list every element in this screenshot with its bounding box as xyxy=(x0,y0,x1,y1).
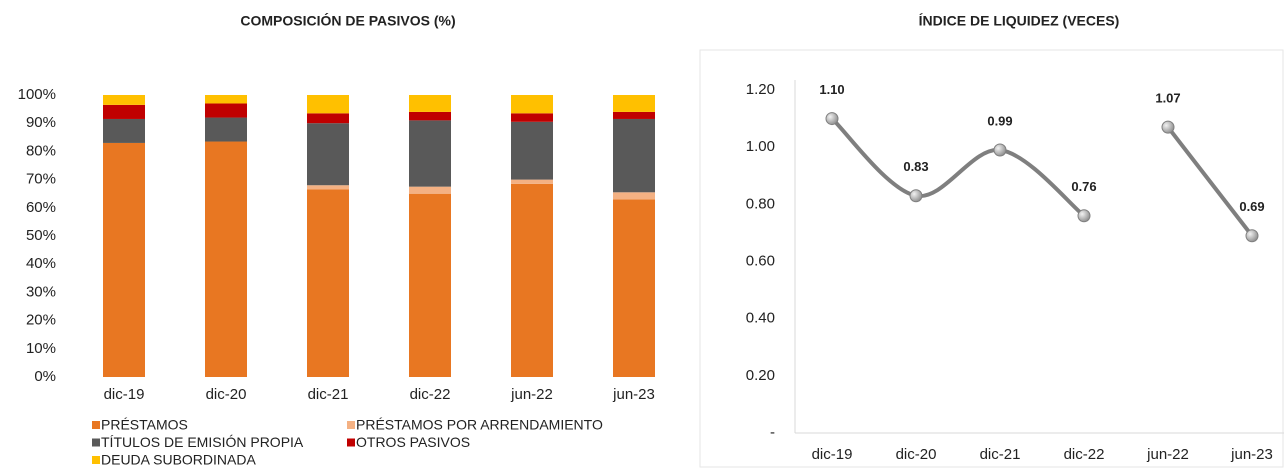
x-tick-label: dic-20 xyxy=(896,446,937,463)
data-label: 1.07 xyxy=(1155,91,1180,106)
bar-segment xyxy=(511,183,553,377)
bar-segment xyxy=(613,111,655,119)
legend-swatch xyxy=(92,456,100,464)
y-tick-label: 40% xyxy=(26,255,56,272)
y-tick-label: - xyxy=(770,424,775,441)
bar-segment xyxy=(409,186,451,194)
marker xyxy=(993,143,1007,157)
data-label: 0.99 xyxy=(987,113,1012,128)
legend-label: OTROS PASIVOS xyxy=(356,434,470,450)
line xyxy=(830,116,1086,218)
y-tick-label: 50% xyxy=(26,227,56,244)
legend-label: DEUDA SUBORDINADA xyxy=(101,452,256,468)
y-tick-label: 80% xyxy=(26,142,56,159)
x-tick-label: dic-21 xyxy=(308,386,349,403)
bar-segment xyxy=(205,117,247,142)
y-tick-label: 0.60 xyxy=(746,252,775,269)
bar-segment xyxy=(511,121,553,180)
bar-segment xyxy=(511,113,553,122)
bar-segment xyxy=(613,95,655,112)
data-label: 1.10 xyxy=(819,82,844,97)
bar-segment xyxy=(409,95,451,112)
bar-segment xyxy=(409,111,451,121)
marker xyxy=(825,112,839,126)
bar-segment xyxy=(307,95,349,114)
bar-segment xyxy=(511,95,553,114)
y-tick-label: 1.00 xyxy=(746,138,775,155)
line xyxy=(1166,125,1254,238)
bar-segment xyxy=(409,193,451,377)
data-label: 0.69 xyxy=(1239,199,1264,214)
marker xyxy=(909,189,923,203)
x-tick-label: dic-20 xyxy=(206,386,247,403)
x-tick-label: dic-21 xyxy=(980,446,1021,463)
y-tick-label: 100% xyxy=(18,86,56,103)
legend-swatch xyxy=(347,421,355,429)
y-tick-label: 0% xyxy=(34,368,56,385)
y-tick-label: 20% xyxy=(26,312,56,329)
y-tick-label: 60% xyxy=(26,199,56,216)
bar-segment xyxy=(409,120,451,187)
chart-title: ÍNDICE DE LIQUIDEZ (VECES) xyxy=(919,13,1120,29)
y-tick-label: 0.20 xyxy=(746,367,775,384)
legend-swatch xyxy=(347,438,355,447)
y-tick-label: 1.20 xyxy=(746,81,775,98)
bar-segment xyxy=(103,95,145,105)
chart-frame xyxy=(699,49,1284,468)
legend-label: PRÉSTAMOS POR ARRENDAMIENTO xyxy=(356,417,603,433)
bar-segment xyxy=(307,123,349,186)
y-tick-label: 30% xyxy=(26,283,56,300)
x-tick-label: jun-23 xyxy=(1230,446,1273,463)
chart-title: COMPOSICIÓN DE PASIVOS (%) xyxy=(240,12,455,29)
marker xyxy=(1077,209,1091,223)
y-tick-label: 0.80 xyxy=(746,195,775,212)
legend-label: TÍTULOS DE EMISIÓN PROPIA xyxy=(101,434,304,450)
x-tick-label: dic-19 xyxy=(104,386,145,403)
y-tick-label: 90% xyxy=(26,114,56,131)
x-tick-label: jun-22 xyxy=(1146,446,1189,463)
bar-segment xyxy=(613,199,655,377)
x-tick-label: dic-22 xyxy=(1064,446,1105,463)
bar-segment xyxy=(307,113,349,124)
data-label: 0.83 xyxy=(903,159,928,174)
marker xyxy=(1161,120,1175,134)
y-tick-label: 10% xyxy=(26,340,56,357)
bar-segment xyxy=(307,185,349,190)
data-label: 0.76 xyxy=(1071,179,1096,194)
y-tick-label: 0.40 xyxy=(746,310,775,327)
legend-label: PRÉSTAMOS xyxy=(101,417,188,433)
bar-segment xyxy=(205,103,247,118)
bar-segment xyxy=(205,141,247,377)
legend-swatch xyxy=(92,438,100,447)
x-tick-label: jun-23 xyxy=(612,386,655,403)
bar-segment xyxy=(613,192,655,200)
x-tick-label: jun-22 xyxy=(510,386,553,403)
x-tick-label: dic-19 xyxy=(812,446,853,463)
bar-segment xyxy=(205,95,247,104)
legend-swatch xyxy=(92,421,100,429)
bar-segment xyxy=(307,189,349,377)
bar-segment xyxy=(103,118,145,143)
bar-segment xyxy=(103,104,145,119)
y-tick-label: 70% xyxy=(26,171,56,188)
marker xyxy=(1245,229,1259,243)
x-tick-label: dic-22 xyxy=(410,386,451,403)
bar-segment xyxy=(613,118,655,193)
bar-segment xyxy=(103,142,145,377)
bar-segment xyxy=(511,179,553,184)
